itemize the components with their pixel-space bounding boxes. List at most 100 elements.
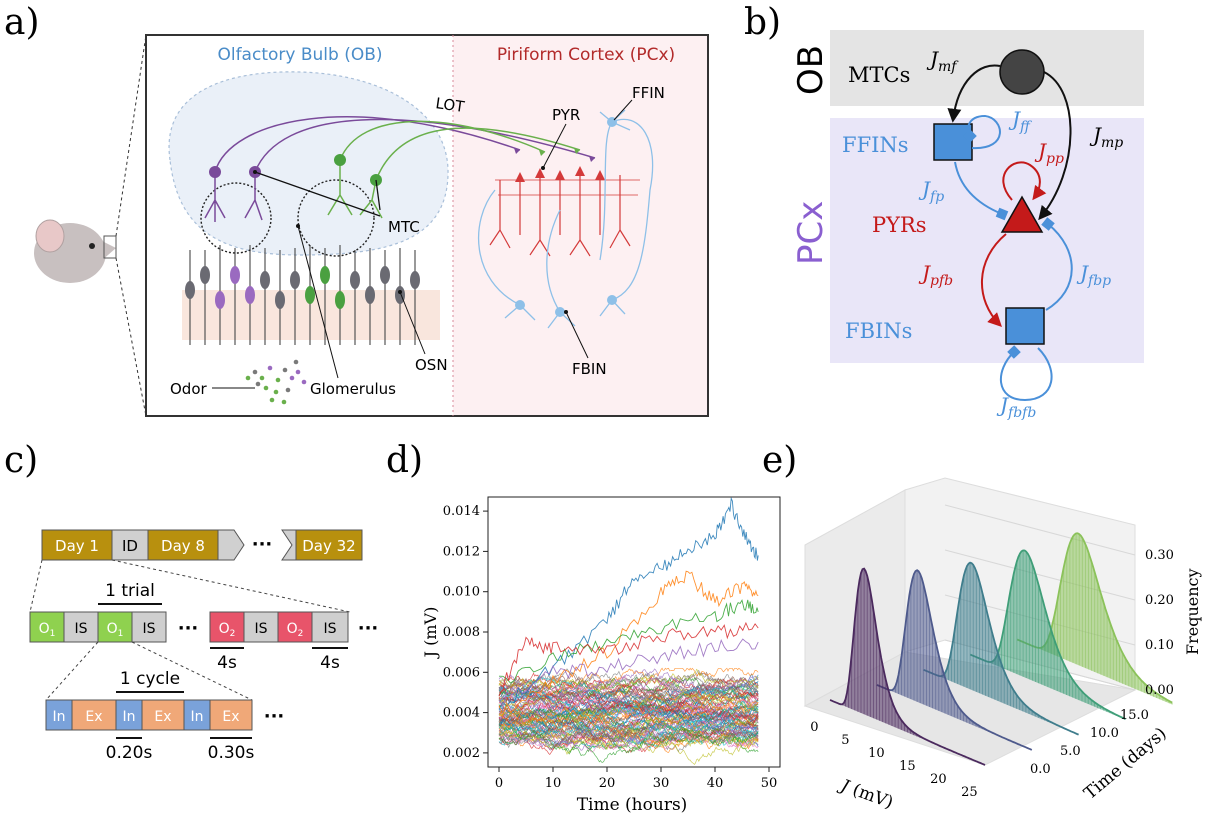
panel-b-label: b) — [744, 2, 781, 43]
panel-a: Olfactory Bulb (OB) Piriform Cortex (PCx… — [34, 34, 709, 417]
d-xtick-label: 20 — [599, 776, 616, 791]
ffin-label: FFIN — [632, 84, 665, 102]
d-series-line — [498, 731, 759, 756]
dur-4s-b: 4s — [320, 653, 340, 673]
d-series-line — [498, 721, 759, 743]
d-xtick-label: 30 — [653, 776, 670, 791]
fbin-label: FBIN — [572, 360, 607, 378]
day8-label: Day 8 — [161, 537, 205, 555]
e-ztick-label: 0.10 — [1145, 638, 1174, 653]
osn-label: OSN — [415, 356, 448, 374]
pcx-side-label: PCx — [791, 201, 831, 265]
mtc-green — [327, 120, 581, 219]
mouse-icon — [34, 219, 117, 283]
pyr-label: PYR — [552, 106, 580, 124]
mtcs-label: MTCs — [848, 63, 910, 87]
d-series-line — [498, 668, 759, 694]
id-box — [111, 529, 149, 561]
e-xtick-label: 0 — [810, 720, 818, 735]
panel-d-label: d) — [386, 440, 423, 481]
is-b-label: IS — [142, 621, 155, 637]
e-xtick-label: 25 — [961, 785, 978, 800]
d-axes: 0 10 20 30 40 50 0.002 0.004 0.006 0.008 0.010 0.01… — [443, 504, 777, 791]
pyrs-label: PYRs — [872, 213, 927, 237]
e-zgrid-line — [944, 549, 1136, 601]
e-hist-fill — [830, 568, 985, 765]
e-axes: 0 5 10 15 20 25 0.0 5.0 10.015.0 0.00 0.10 0.20 0.30 — [810, 548, 1174, 800]
d-xtick-label: 0 — [495, 776, 503, 791]
e-xtick-label: 5 — [841, 733, 849, 748]
ob-side-label: OB — [791, 45, 831, 95]
d-highlight-line — [498, 496, 759, 710]
ob-band — [830, 30, 1144, 106]
d-line-series — [498, 496, 759, 766]
d-xtick-label: 40 — [707, 776, 724, 791]
d-series-line — [498, 695, 759, 721]
e-xlabel: J (mV) — [835, 775, 895, 813]
d-series-line — [498, 681, 759, 703]
fbins-label: FBINs — [845, 319, 912, 343]
e-ztick-label: 0.20 — [1145, 593, 1174, 608]
pcx-title: Piriform Cortex (PCx) — [497, 45, 675, 65]
cycle-ellipsis: ··· — [264, 706, 285, 727]
trial-ellipsis-2: ··· — [358, 618, 379, 639]
ex-a-label: Ex — [85, 709, 102, 725]
osn-layer — [185, 245, 420, 345]
d-series-line — [498, 675, 759, 720]
dur-4s-a: 4s — [217, 653, 237, 673]
pyr-node — [1000, 195, 1044, 233]
d-ytick-label: 0.010 — [443, 585, 480, 600]
is-d-label: IS — [323, 621, 336, 637]
in-c-label: In — [190, 709, 203, 725]
e-hist-fill — [876, 570, 1032, 750]
j-ff-label: Jff — [1008, 107, 1032, 135]
d-ytick-label: 0.008 — [443, 625, 480, 640]
day32-box — [295, 529, 363, 561]
in-b-label: In — [122, 709, 135, 725]
mtc-purple — [204, 116, 596, 222]
d-series-line — [498, 685, 759, 713]
d-series-line — [498, 721, 759, 751]
ffin-node — [933, 123, 973, 161]
e-zlabel: Frequency — [1183, 568, 1202, 655]
panel-d-chart: 0 10 20 30 40 50 0.002 0.004 0.006 0.008 0.010 0.01… — [421, 496, 781, 815]
e-ztick-label: 0.00 — [1145, 683, 1174, 698]
ob-title: Olfactory Bulb (OB) — [217, 45, 382, 65]
d-ylabel: J (mV) — [421, 607, 440, 660]
e-kde-curve — [923, 561, 1079, 736]
e-xtick-label: 20 — [930, 772, 947, 787]
id-label: ID — [122, 537, 138, 555]
trial-label: 1 trial — [105, 581, 155, 601]
d-ytick-label: 0.004 — [443, 706, 480, 721]
e-ztick-label: 0.30 — [1145, 548, 1174, 563]
pcx-band — [830, 118, 1144, 363]
panel-b: OB PCx MTCs FFINs PYRs FBINs Jmf Jff Jmp… — [791, 30, 1144, 421]
lot-label: LOT — [434, 94, 466, 116]
panel-e-chart: 0 5 10 15 20 25 0.0 5.0 10.015.0 0.00 0.10 0.20 0.30… — [803, 477, 1202, 813]
ffins-label: FFINs — [842, 133, 909, 157]
e-xtick-label: 10 — [868, 746, 885, 761]
d-highlight-line — [498, 638, 759, 709]
glomerulus-right — [297, 179, 375, 257]
interneurons — [478, 109, 654, 329]
d-ytick-label: 0.012 — [443, 544, 480, 559]
is-c-label: IS — [254, 621, 267, 637]
panel-c: Day 1 ID Day 8 ··· Day 32 1 trial O1 IS … — [29, 529, 379, 763]
d-series-line — [498, 704, 759, 724]
d-series-line — [498, 668, 759, 690]
day1-label: Day 1 — [55, 537, 99, 555]
e-ytick-label: 0.0 — [1030, 762, 1051, 777]
dur-ex: 0.30s — [208, 743, 255, 763]
e-kde-curve — [829, 567, 986, 766]
e-kde-curve — [876, 569, 1033, 751]
trial-ellipsis-1: ··· — [178, 618, 199, 639]
o1-b-label: O1 — [107, 621, 124, 639]
mtc-node — [999, 49, 1045, 95]
e-ytick-label: 5.0 — [1060, 744, 1081, 759]
d-series-line — [499, 675, 759, 706]
e-zgrid-line — [944, 504, 1136, 556]
glomerulus-label: Glomerulus — [310, 380, 396, 398]
d-highlight-line — [498, 621, 759, 697]
panel-e-label: e) — [762, 440, 797, 481]
is-a-label: IS — [74, 621, 87, 637]
